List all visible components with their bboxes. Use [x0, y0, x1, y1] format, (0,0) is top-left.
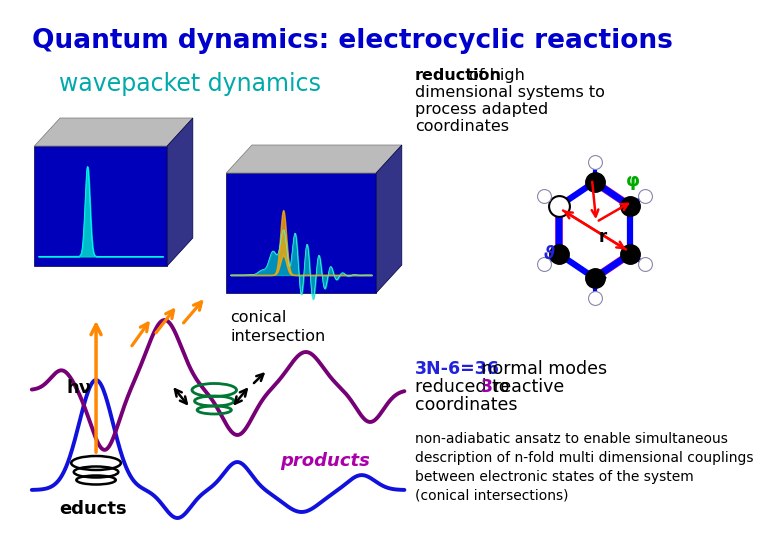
- Text: ϑ: ϑ: [544, 245, 555, 263]
- Text: coordinates: coordinates: [414, 119, 509, 134]
- Text: wavepacket dynamics: wavepacket dynamics: [59, 72, 321, 96]
- Text: Quantum dynamics: electrocyclic reactions: Quantum dynamics: electrocyclic reaction…: [32, 28, 672, 54]
- Polygon shape: [167, 118, 193, 266]
- Text: coordinates: coordinates: [414, 396, 517, 414]
- Polygon shape: [376, 145, 402, 293]
- Text: hν: hν: [66, 379, 91, 397]
- Text: conical
intersection: conical intersection: [231, 310, 326, 343]
- Text: dimensional systems to: dimensional systems to: [414, 85, 605, 100]
- Polygon shape: [226, 173, 376, 293]
- Text: normal modes: normal modes: [476, 360, 608, 378]
- Text: educts: educts: [60, 500, 127, 518]
- Text: non-adiabatic ansatz to enable simultaneous
description of n-fold multi dimensio: non-adiabatic ansatz to enable simultane…: [414, 432, 753, 503]
- Polygon shape: [226, 145, 402, 173]
- Text: products: products: [280, 452, 371, 470]
- Text: φ: φ: [626, 172, 640, 190]
- Text: reduced to: reduced to: [414, 378, 515, 396]
- Text: 3N-6=36: 3N-6=36: [414, 360, 499, 378]
- Text: of high: of high: [464, 68, 525, 83]
- Polygon shape: [34, 146, 167, 266]
- Text: reduction: reduction: [414, 68, 502, 83]
- Polygon shape: [34, 118, 193, 146]
- Text: r: r: [599, 228, 607, 246]
- Text: 3: 3: [481, 378, 492, 396]
- Text: reactive: reactive: [488, 378, 565, 396]
- Text: process adapted: process adapted: [414, 102, 548, 117]
